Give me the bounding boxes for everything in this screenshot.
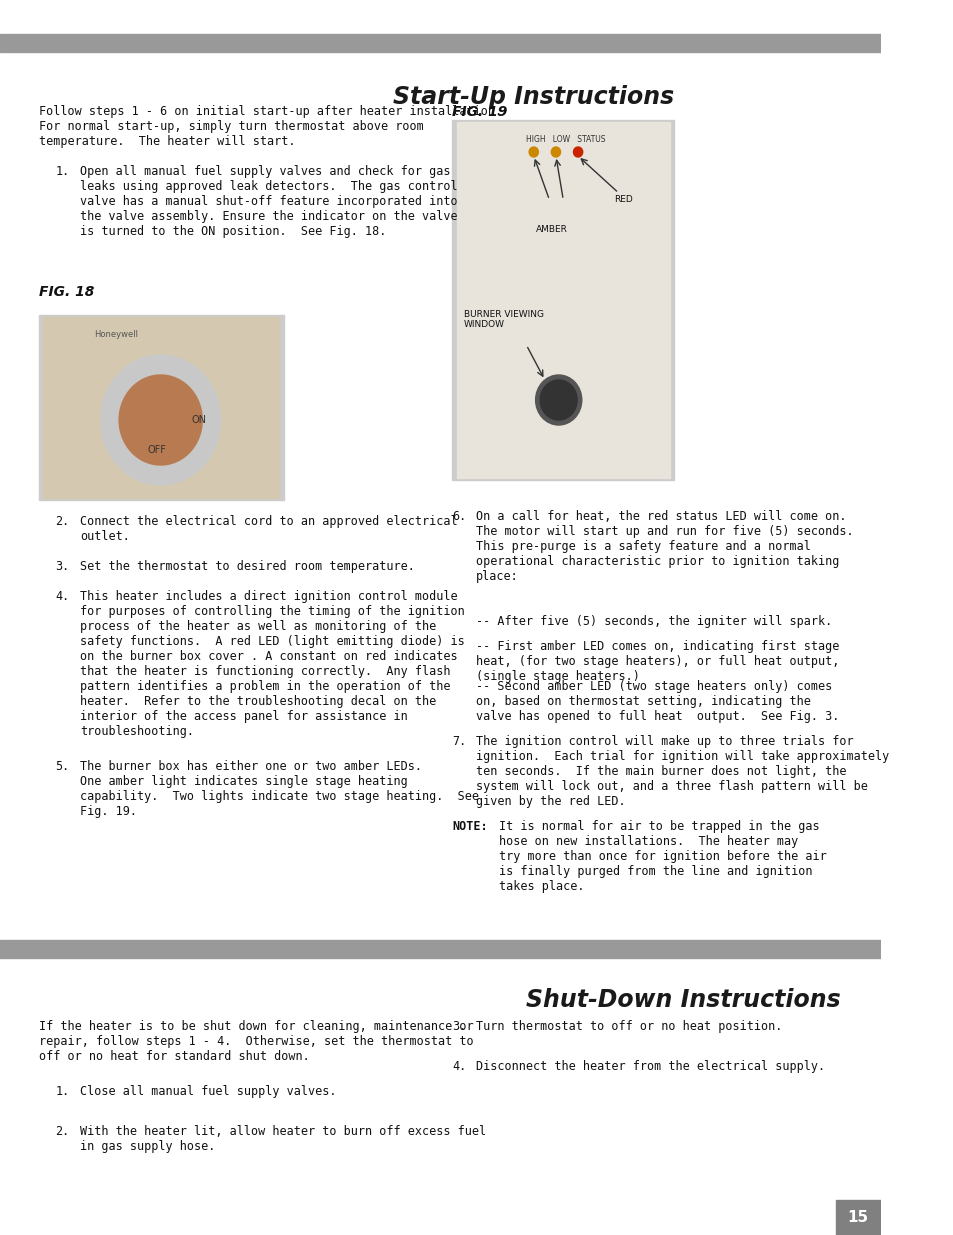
Text: 1.: 1. [55, 165, 70, 178]
Text: Disconnect the heater from the electrical supply.: Disconnect the heater from the electrica… [476, 1060, 823, 1073]
Text: The ignition control will make up to three trials for
ignition.  Each trial for : The ignition control will make up to thr… [476, 735, 888, 808]
Text: -- After five (5) seconds, the igniter will spark.: -- After five (5) seconds, the igniter w… [476, 615, 831, 629]
Circle shape [119, 375, 202, 466]
Text: With the heater lit, allow heater to burn off excess fuel
in gas supply hose.: With the heater lit, allow heater to bur… [80, 1125, 486, 1153]
Text: 3.: 3. [55, 559, 70, 573]
Text: Follow steps 1 - 6 on initial start-up after heater installation.
For normal sta: Follow steps 1 - 6 on initial start-up a… [39, 105, 501, 148]
Circle shape [101, 354, 220, 485]
Bar [456, 122, 669, 478]
Text: If the heater is to be shut down for cleaning, maintenance or
repair, follow ste: If the heater is to be shut down for cle… [39, 1020, 473, 1063]
Bar [39, 315, 283, 500]
Text: -- First amber LED comes on, indicating first stage
heat, (for two stage heaters: -- First amber LED comes on, indicating … [476, 640, 838, 683]
Circle shape [539, 380, 577, 420]
Circle shape [573, 147, 582, 157]
Bar [835, 1200, 880, 1235]
Circle shape [551, 147, 560, 157]
Text: 6.: 6. [452, 510, 466, 522]
Text: RED: RED [614, 195, 632, 204]
Text: AMBER: AMBER [535, 225, 567, 233]
Text: 2.: 2. [55, 1125, 70, 1137]
Text: Open all manual fuel supply valves and check for gas
leaks using approved leak d: Open all manual fuel supply valves and c… [80, 165, 457, 238]
Text: HIGH   LOW   STATUS: HIGH LOW STATUS [526, 135, 605, 144]
Text: 15: 15 [846, 1210, 867, 1225]
Circle shape [535, 375, 581, 425]
Text: BURNER VIEWING
WINDOW: BURNER VIEWING WINDOW [463, 310, 543, 330]
Text: 4.: 4. [452, 1060, 466, 1073]
Text: 5.: 5. [55, 760, 70, 773]
Text: Connect the electrical cord to an approved electrical
outlet.: Connect the electrical cord to an approv… [80, 515, 457, 543]
Text: NOTE:: NOTE: [452, 820, 488, 832]
Text: Honeywell: Honeywell [94, 330, 138, 338]
Text: Start-Up Instructions: Start-Up Instructions [393, 85, 674, 109]
Bar [0, 35, 880, 52]
Text: FIG. 18: FIG. 18 [39, 285, 94, 299]
Text: On a call for heat, the red status LED will come on.
The motor will start up and: On a call for heat, the red status LED w… [476, 510, 852, 583]
Text: 2.: 2. [55, 515, 70, 529]
Text: The burner box has either one or two amber LEDs.
One amber light indicates singl: The burner box has either one or two amb… [80, 760, 478, 818]
Text: FIG. 19: FIG. 19 [452, 105, 507, 119]
Text: Shut-Down Instructions: Shut-Down Instructions [525, 988, 840, 1011]
Text: 1.: 1. [55, 1086, 70, 1098]
Text: This heater includes a direct ignition control module
for purposes of controllin: This heater includes a direct ignition c… [80, 590, 465, 739]
Text: ON: ON [191, 415, 206, 425]
Text: It is normal for air to be trapped in the gas
hose on new installations.  The he: It is normal for air to be trapped in th… [498, 820, 825, 893]
Text: 7.: 7. [452, 735, 466, 748]
Text: OFF: OFF [148, 445, 167, 454]
Text: Set the thermostat to desired room temperature.: Set the thermostat to desired room tempe… [80, 559, 415, 573]
Text: Close all manual fuel supply valves.: Close all manual fuel supply valves. [80, 1086, 336, 1098]
Bar [0, 940, 880, 958]
Bar [452, 120, 674, 480]
Text: Turn thermostat to off or no heat position.: Turn thermostat to off or no heat positi… [476, 1020, 781, 1032]
Text: 3.: 3. [452, 1020, 466, 1032]
Bar [43, 317, 278, 498]
Text: 4.: 4. [55, 590, 70, 603]
Circle shape [529, 147, 537, 157]
Text: -- Second amber LED (two stage heaters only) comes
on, based on thermostat setti: -- Second amber LED (two stage heaters o… [476, 680, 838, 722]
